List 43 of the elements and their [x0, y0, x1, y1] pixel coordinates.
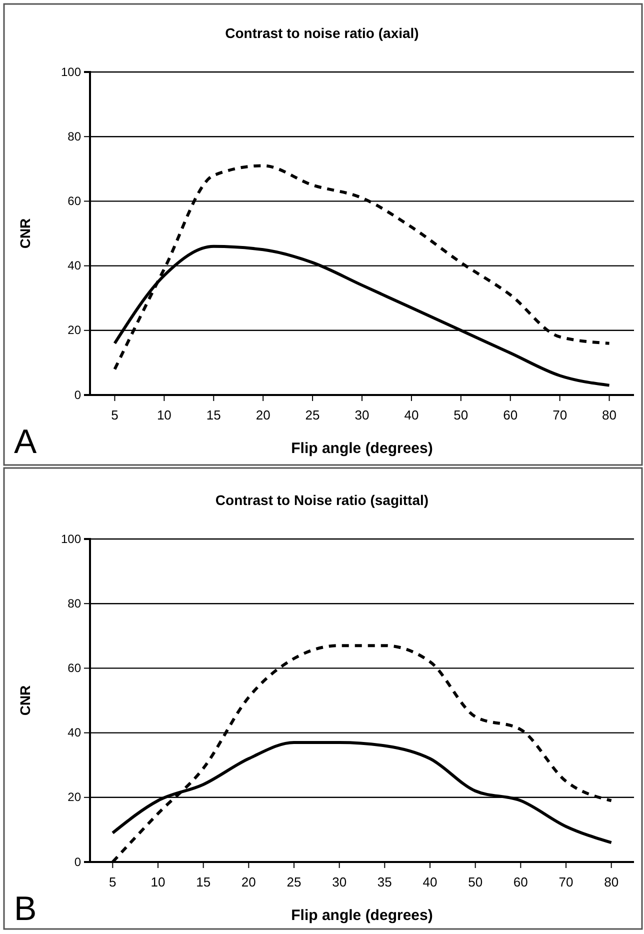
y-tick-label: 0: [74, 388, 82, 402]
x-tick-label: 30: [332, 874, 347, 890]
x-tick-label: 15: [206, 408, 221, 423]
x-axis-title: Flip angle (degrees): [291, 907, 433, 924]
x-tick-label: 20: [256, 408, 270, 423]
x-tick-label: 70: [552, 408, 568, 423]
x-tick-label: 50: [454, 408, 468, 423]
text: A: [14, 423, 37, 461]
x-axis-title: Flip angle (degrees): [291, 440, 433, 457]
y-tick-label: 80: [68, 129, 82, 144]
x-tick-label: 80: [602, 408, 617, 423]
chart-title: Contrast to noise ratio (axial): [225, 25, 419, 41]
x-tick-label: 20: [241, 874, 256, 890]
x-tick-label: 30: [354, 408, 370, 423]
x-tick-label: 60: [513, 874, 528, 890]
text: B: [14, 890, 37, 928]
y-axis-title: CNR: [17, 685, 33, 716]
y-tick-label: 60: [68, 194, 82, 208]
y-tick-label: 40: [68, 258, 82, 273]
chart-title: Contrast to Noise ratio (sagittal): [215, 492, 429, 508]
x-tick-label: 10: [156, 408, 172, 423]
x-tick-label: 25: [305, 408, 320, 423]
x-tick-label: 70: [558, 874, 574, 890]
x-tick-label: 80: [604, 874, 619, 890]
x-tick-label: 40: [404, 408, 419, 423]
x-tick-label: 5: [109, 874, 116, 890]
x-tick-label: 50: [468, 874, 483, 890]
x-tick-label: 40: [422, 874, 438, 890]
y-tick-label: 60: [68, 661, 82, 676]
y-axis-title: CNR: [17, 218, 33, 249]
y-tick-label: 40: [68, 726, 82, 740]
y-tick-label: 0: [74, 854, 82, 869]
x-tick-label: 25: [286, 874, 302, 890]
y-tick-label: 100: [60, 64, 82, 79]
y-tick-label: 20: [68, 323, 82, 338]
x-tick-label: 60: [503, 408, 518, 423]
x-tick-label: 35: [377, 874, 392, 890]
x-tick-label: 5: [111, 408, 118, 423]
y-tick-label: 80: [68, 596, 82, 610]
y-tick-label: 20: [68, 790, 82, 804]
x-tick-label: 15: [196, 874, 211, 890]
y-tick-label: 100: [60, 532, 82, 546]
x-tick-label: 10: [150, 874, 166, 890]
